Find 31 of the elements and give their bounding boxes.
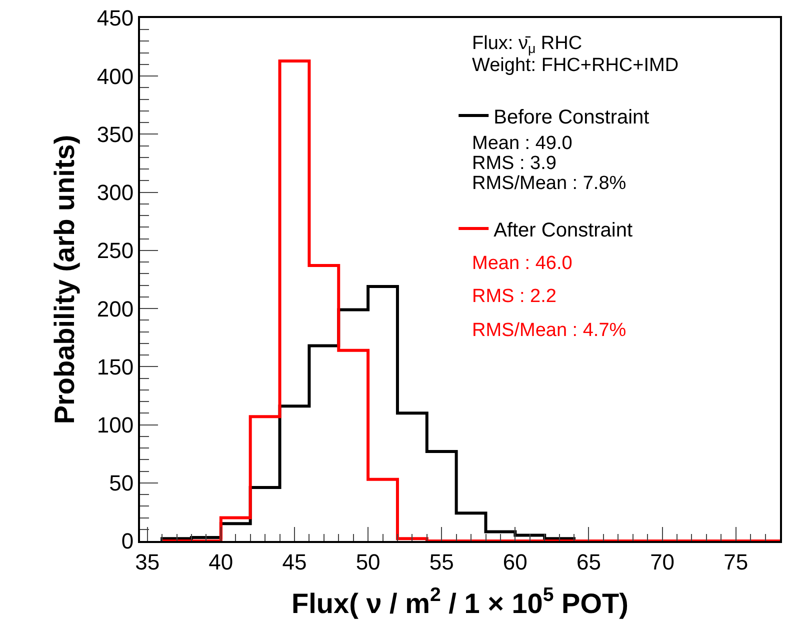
y-tick-label: 250	[96, 238, 134, 264]
x-tick-label: 55	[429, 549, 454, 574]
y-tick-label: 450	[96, 6, 134, 31]
y-tick-label: 50	[109, 470, 134, 496]
annotation: RMS : 2.2	[472, 286, 556, 307]
y-tick-label: 100	[96, 412, 134, 438]
annotation: RMS/Mean : 7.8%	[472, 173, 626, 194]
x-tick-label: 75	[724, 549, 748, 574]
x-tick-label: 35	[135, 549, 160, 574]
x-tick-label: 60	[502, 549, 528, 574]
y-tick-label: 0	[121, 528, 134, 554]
y-axis-title: Probability (arb units)	[49, 134, 80, 424]
x-tick-label: 65	[576, 549, 601, 574]
annotation: RMS : 3.9	[472, 153, 556, 174]
x-tick-label: 40	[208, 549, 234, 574]
legend-label: Before Constraint	[494, 106, 650, 128]
y-tick-label: 350	[96, 122, 134, 147]
y-tick-label: 150	[96, 354, 134, 380]
x-tick-label: 50	[356, 549, 380, 574]
x-axis-title: Flux( ν / m$^{2}$ / 1 × 10$^{5}$ POT)	[292, 584, 628, 619]
annotation: Weight: FHC+RHC+IMD	[472, 55, 679, 76]
y-tick-label: 300	[96, 180, 134, 206]
annotation: RMS/Mean : 4.7%	[472, 320, 626, 341]
annotation: Mean : 46.0	[472, 253, 572, 274]
legend-label: After Constraint	[494, 219, 633, 242]
annotation: Flux: ν̄$_{μ}$ RHC	[472, 33, 582, 56]
y-tick-label: 200	[96, 296, 134, 322]
y-tick-label: 400	[96, 64, 134, 89]
annotation: Mean : 49.0	[472, 133, 572, 154]
x-tick-label: 45	[282, 549, 307, 574]
x-tick-label: 70	[650, 549, 675, 574]
